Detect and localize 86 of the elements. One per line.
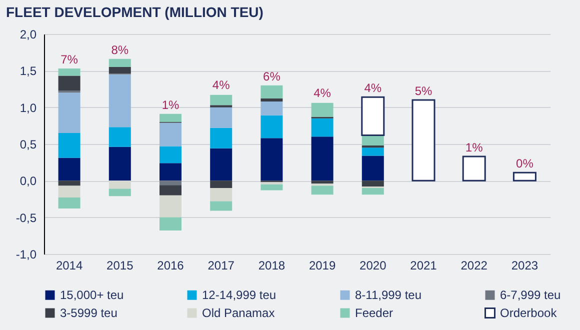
bar <box>412 99 436 182</box>
bar <box>58 92 80 133</box>
annotation: 4% <box>364 81 382 96</box>
bar <box>311 118 334 137</box>
bar <box>362 188 384 195</box>
bar <box>512 172 536 182</box>
legend-label: Old Panamax <box>202 306 275 320</box>
annotation: 1% <box>465 140 484 154</box>
annotation: 6% <box>263 69 281 84</box>
bar <box>260 115 283 138</box>
bar <box>108 127 131 147</box>
x-tick-label: 2015 <box>106 258 134 272</box>
legend-label: 3-5999 teu <box>60 306 118 320</box>
annotation: 8% <box>111 42 129 57</box>
annotation: 4% <box>212 78 230 92</box>
bar <box>108 146 131 181</box>
bar <box>260 184 283 190</box>
annotation: 7% <box>60 52 78 66</box>
bar <box>160 114 182 122</box>
y-tick-label: 0,5 <box>20 138 37 152</box>
annotation: 4% <box>314 86 332 100</box>
bar <box>58 158 80 181</box>
bar <box>108 188 131 196</box>
annotation: 0% <box>516 156 534 171</box>
bar <box>462 156 486 182</box>
bar <box>362 180 384 187</box>
x-tick-label: 2020 <box>360 258 387 272</box>
legend-label: 6-7,999 teu <box>500 288 561 302</box>
y-tick-label: -0,5 <box>16 210 37 225</box>
x-tick-label: 2017 <box>208 258 235 272</box>
annotation: 5% <box>414 84 432 98</box>
y-tick-label: 1,5 <box>20 64 37 78</box>
x-tick-label: 2014 <box>56 258 83 272</box>
bar <box>311 102 334 117</box>
bar <box>210 107 232 128</box>
y-tick-label: 2,0 <box>20 28 37 42</box>
bar <box>160 185 182 196</box>
bar <box>108 58 131 67</box>
bar <box>58 133 80 158</box>
bar <box>362 156 384 181</box>
bar <box>311 136 334 181</box>
bar <box>160 163 182 181</box>
bar <box>361 96 385 136</box>
bar <box>362 135 384 146</box>
bar <box>160 122 182 146</box>
bar <box>210 188 232 202</box>
bar <box>210 148 232 181</box>
bar <box>362 148 384 156</box>
x-tick-label: 2018 <box>258 258 286 272</box>
bar <box>58 186 80 198</box>
x-tick-label: 2023 <box>511 258 538 272</box>
bar <box>260 98 283 102</box>
bar <box>210 128 232 148</box>
bar <box>260 101 283 116</box>
bar <box>362 145 384 148</box>
bar <box>311 180 334 184</box>
bar <box>108 67 131 74</box>
bar <box>58 76 80 90</box>
legend-label: Feeder <box>355 306 394 320</box>
bar <box>260 138 283 181</box>
y-tick-label: 0,0 <box>20 174 37 188</box>
annotation: 1% <box>162 98 180 112</box>
bar <box>58 198 80 209</box>
bar <box>210 201 232 211</box>
x-tick-label: 2021 <box>410 258 438 272</box>
legend-label: 8-11,999 teu <box>355 288 422 302</box>
chart-title: FLEET DEVELOPMENT (MILLION TEU) <box>6 4 264 20</box>
bar <box>58 180 80 186</box>
x-tick-label: 2022 <box>460 258 488 272</box>
bar <box>160 217 182 231</box>
legend-label: Orderbook <box>500 306 558 320</box>
bar <box>160 146 182 164</box>
y-tick-label: 1,0 <box>20 100 37 115</box>
bar <box>210 180 232 188</box>
bar <box>210 94 232 106</box>
x-tick-label: 2016 <box>157 258 184 272</box>
bar <box>160 180 182 186</box>
bar <box>311 186 334 195</box>
bar <box>108 74 131 128</box>
legend-label: 15,000+ teu <box>60 288 124 302</box>
x-tick-label: 2019 <box>308 258 336 272</box>
legend-label: 12-14,999 teu <box>202 288 276 302</box>
bar <box>58 90 80 93</box>
bar <box>260 85 283 99</box>
y-tick-label: -1,0 <box>16 248 37 262</box>
bar <box>58 68 80 76</box>
